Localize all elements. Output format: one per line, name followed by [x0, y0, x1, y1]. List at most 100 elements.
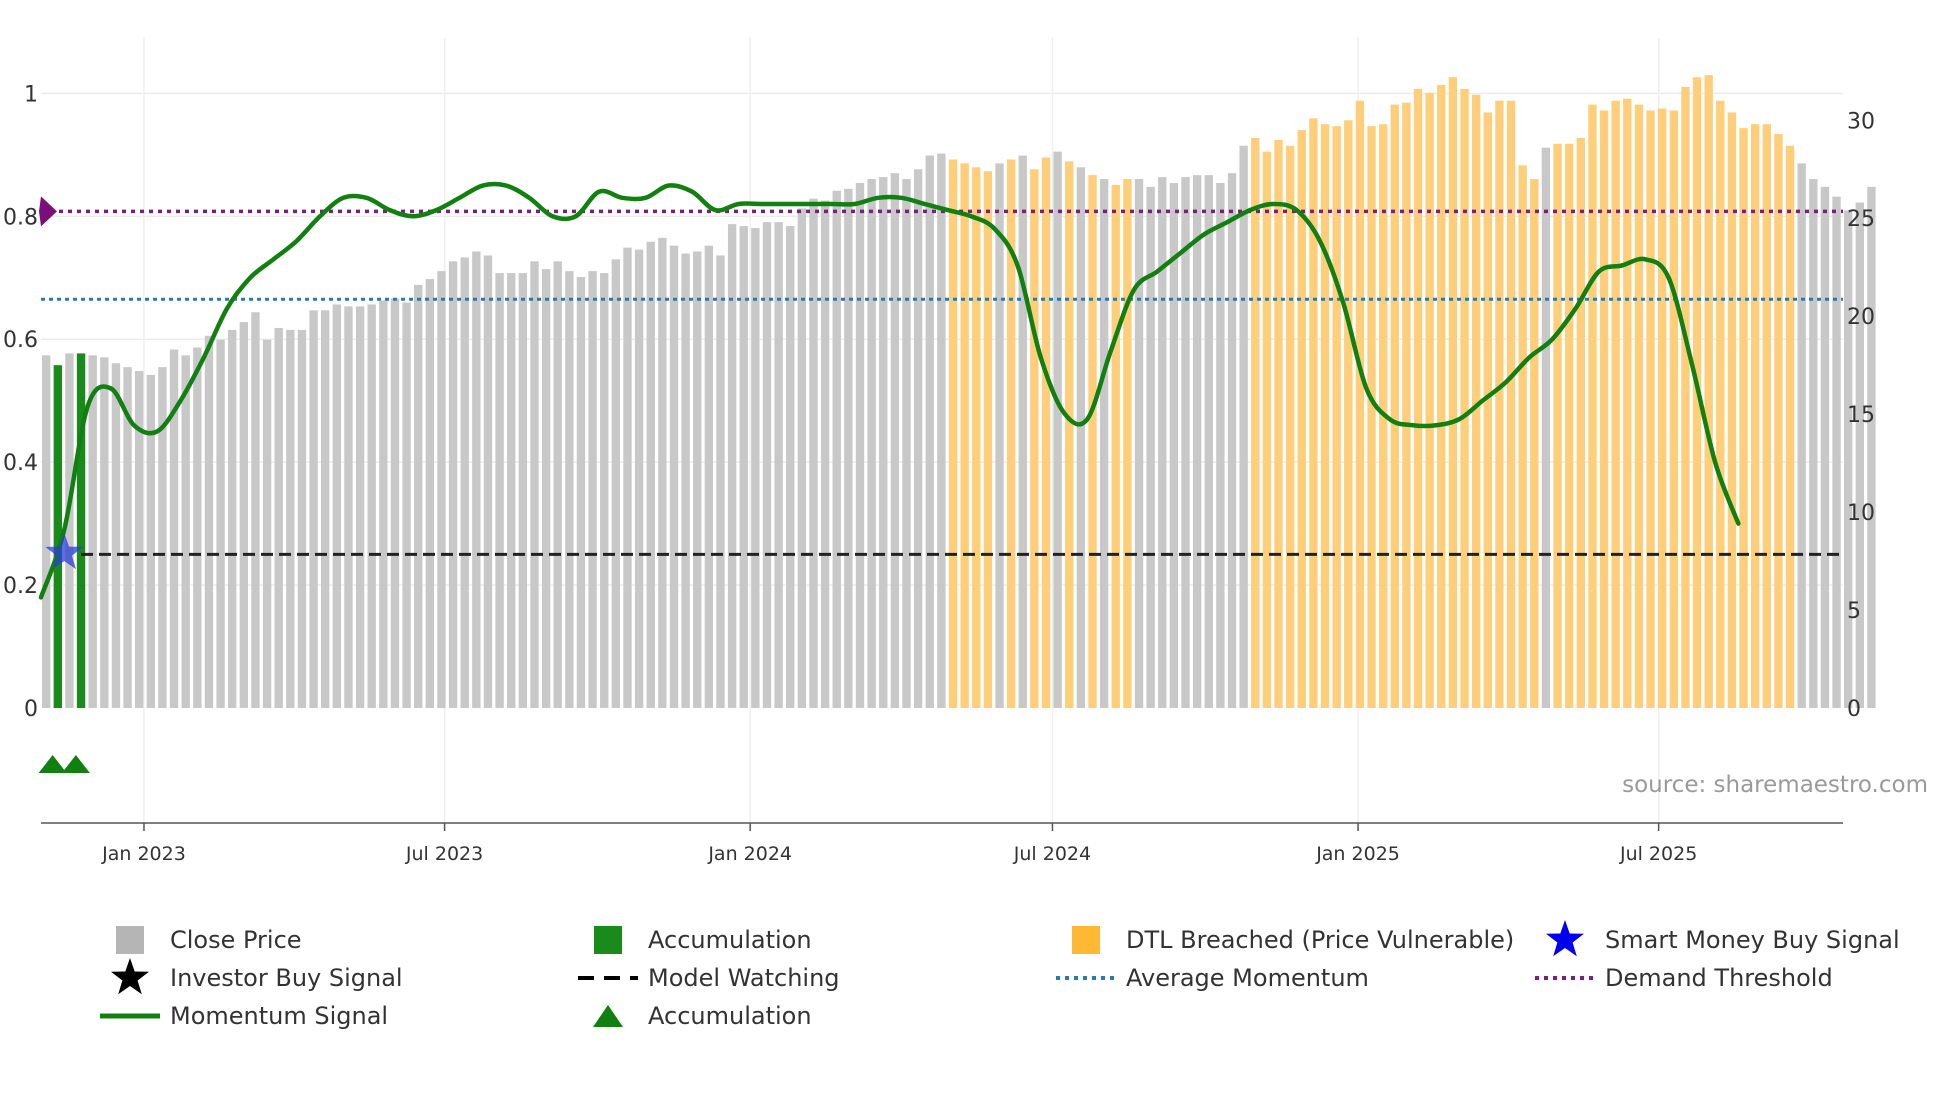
price-bar: [530, 261, 539, 708]
price-bar: [1797, 163, 1806, 708]
price-bar: [1437, 85, 1446, 708]
price-bar: [1065, 161, 1074, 709]
demand-threshold-marker: [39, 196, 57, 227]
price-bar: [1844, 210, 1853, 709]
legend-label: Model Watching: [648, 964, 840, 992]
x-tick-label: Jan 2023: [101, 843, 186, 865]
price-bar: [1332, 126, 1341, 708]
price-bar: [1588, 104, 1597, 709]
left-tick-label: 0.8: [3, 205, 38, 230]
price-bar: [1402, 102, 1411, 709]
legend-item: Model Watching: [578, 964, 840, 992]
legend-label: DTL Breached (Price Vulnerable): [1126, 926, 1514, 954]
price-bar: [286, 329, 295, 708]
price-bar: [658, 237, 667, 708]
price-bar: [1204, 175, 1213, 708]
price-bar: [1030, 169, 1039, 708]
price-bar: [1088, 175, 1097, 708]
price-bar: [53, 365, 62, 708]
legend-triangle-icon: [593, 1005, 623, 1027]
price-bar: [1134, 179, 1144, 709]
legend-label: Accumulation: [648, 1002, 812, 1030]
price-bar: [809, 198, 818, 708]
axes: Jan 2023 Jul 2023 Jan 2024 Jul 2024 Jan 2025…: [3, 82, 1875, 865]
price-bar: [1053, 151, 1062, 708]
price-bar: [983, 171, 993, 708]
accumulation-triangle: [61, 755, 90, 773]
x-tick-label: Jul 2024: [1013, 843, 1091, 865]
price-bar: [855, 182, 865, 708]
price-bar: [1123, 179, 1132, 709]
price-bar: [948, 159, 958, 709]
right-tick-label: 20: [1847, 305, 1875, 330]
price-bar: [1716, 100, 1725, 708]
price-bar: [646, 241, 655, 709]
price-bar: [1855, 202, 1864, 708]
legend-item: Investor Buy Signal: [111, 958, 403, 995]
price-bar: [867, 179, 876, 709]
price-bar: [1169, 182, 1179, 708]
price-bar: [414, 284, 423, 708]
price-bar: [1146, 186, 1155, 708]
price-bar: [1274, 139, 1283, 708]
price-bar: [495, 273, 504, 708]
price-bar: [472, 251, 481, 708]
price-bar: [379, 300, 388, 708]
price-bar: [1832, 196, 1841, 708]
price-bar: [1297, 130, 1306, 708]
price-bar: [274, 327, 283, 708]
legend-item: Close Price: [116, 926, 302, 954]
legend-item: Accumulation: [594, 926, 812, 954]
price-bar: [1460, 88, 1469, 708]
right-tick-label: 5: [1847, 599, 1861, 624]
price-bar: [309, 310, 318, 708]
price-bar: [355, 306, 365, 708]
price-bar: [1285, 145, 1295, 708]
x-tick-label: Jan 2024: [707, 843, 792, 865]
price-bar: [960, 163, 969, 708]
price-bar: [1669, 110, 1678, 709]
legend-label: Momentum Signal: [170, 1002, 388, 1030]
price-bar: [76, 353, 86, 708]
price-bar: [123, 367, 132, 708]
price-bar: [1041, 157, 1051, 708]
price-bar: [553, 261, 562, 708]
price-bar: [1518, 165, 1527, 709]
price-bar: [844, 188, 853, 708]
price-bar: [390, 298, 400, 708]
price-bar: [228, 329, 237, 708]
price-bar: [1750, 124, 1760, 708]
price-bar: [611, 259, 621, 708]
price-bar: [158, 367, 167, 708]
price-bar: [716, 255, 725, 708]
price-bar: [1704, 75, 1713, 708]
price-bar: [1006, 159, 1016, 709]
price-bar: [1762, 124, 1771, 708]
price-bar: [704, 245, 714, 708]
price-bar: [1309, 118, 1318, 708]
legend-item: DTL Breached (Price Vulnerable): [1072, 926, 1514, 954]
price-bar: [216, 339, 225, 708]
price-bar: [1809, 179, 1818, 709]
price-bar: [1623, 98, 1632, 708]
x-tick-label: Jul 2025: [1619, 843, 1697, 865]
price-bar: [576, 277, 586, 708]
price-bar: [1344, 120, 1353, 708]
price-bar: [623, 247, 632, 709]
price-bar: [135, 371, 144, 708]
price-bar: [1076, 167, 1086, 709]
legend-item: Smart Money Buy Signal: [1546, 920, 1900, 957]
price-bar: [774, 222, 783, 709]
price-bar: [1867, 186, 1876, 708]
price-bar: [1448, 77, 1458, 709]
price-bar: [169, 349, 179, 708]
x-tick-label: Jul 2023: [405, 843, 483, 865]
price-bar: [460, 257, 469, 708]
right-tick-label: 25: [1847, 207, 1875, 232]
price-bar: [1192, 175, 1202, 708]
price-bar: [890, 173, 900, 709]
legend-item: Average Momentum: [1056, 964, 1369, 992]
price-bar: [1018, 155, 1027, 709]
accumulation-triangle: [38, 755, 67, 773]
price-bar: [297, 329, 307, 708]
